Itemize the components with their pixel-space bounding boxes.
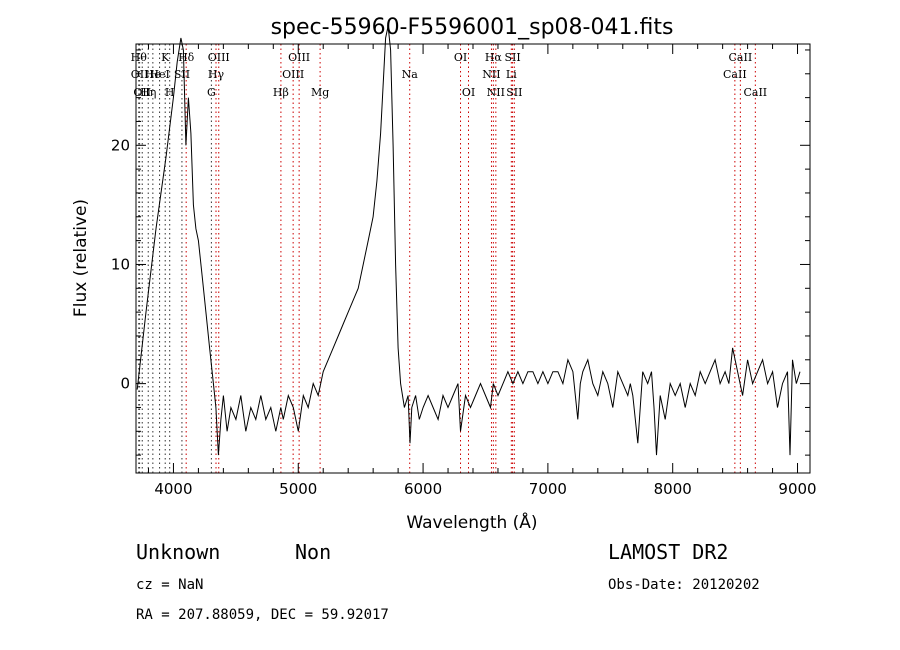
x-tick-label: 4000 [154,480,192,498]
spectral-line-label: HeI [149,68,169,81]
classification-text: Unknown [136,540,220,564]
subclass-text: Non [295,540,331,564]
spectral-line-label: SII [504,51,520,64]
spectral-line-label: OIII [288,51,310,64]
spectral-line-labels: HθOIIOIIHηHeHeIKHSIIHδGHγOIIIHβOIIIOIIIM… [131,51,768,99]
x-tick-label: 6000 [404,480,442,498]
spectral-line-label: Hα [485,51,503,64]
y-tick-label: 20 [111,136,130,154]
spectral-line-label: OII [131,68,149,81]
coordinates-text: RA = 207.88059, DEC = 59.92017 [136,607,389,623]
spectral-line-label: He [145,68,161,81]
x-tick-label: 5000 [279,480,317,498]
spectral-line-label: CaII [743,86,767,99]
spectral-line-label: G [207,86,216,99]
obs-date-text: Obs-Date: 20120202 [608,577,760,593]
x-tick-label: 8000 [654,480,692,498]
x-tick-label: 9000 [778,480,816,498]
spectral-line-label: K [161,51,170,64]
spectral-line-label: OIII [282,68,304,81]
spectral-line-label: Hγ [208,68,225,81]
spectral-line-label: OI [462,86,475,99]
spectral-line-label: SII [506,86,522,99]
spectral-line-label: Hη [140,86,156,99]
y-tick-label: 10 [111,255,130,273]
spectral-line-label: Hδ [178,51,195,64]
y-axis-label: Flux (relative) [71,199,91,317]
spectral-line-label: OI [454,51,467,64]
spectral-line-label: OII [133,86,151,99]
survey-text: LAMOST DR2 [608,540,728,564]
spectral-line-label: CaII [723,68,747,81]
x-axis-label: Wavelength (Å) [406,511,537,533]
spectral-line-label: SII [174,68,190,81]
spectral-line-label: Mg [311,86,329,99]
spectral-line-label: Hθ [131,51,148,64]
x-tick-label: 7000 [529,480,567,498]
spectral-line-label: H [165,86,175,99]
chart-title: spec-55960-F5596001_sp08-041.fits [271,15,674,40]
spectrum-series-line [136,25,801,456]
redshift-text: cz = NaN [136,577,203,593]
spectral-line-label: NII [487,86,505,99]
spectral-line-label: OIII [208,51,230,64]
spectral-line-label: Hβ [273,86,289,99]
spectral-line-label: Na [402,68,419,81]
spectral-line-label: CaII [729,51,753,64]
plot-frame [135,43,811,474]
axis-ticks: 4000 5000 6000 7000 8000 9000 0 10 20 [111,44,817,498]
y-tick-label: 0 [120,375,130,393]
spectral-line-label: Li [506,68,517,81]
spectral-line-label: NII [482,68,500,81]
